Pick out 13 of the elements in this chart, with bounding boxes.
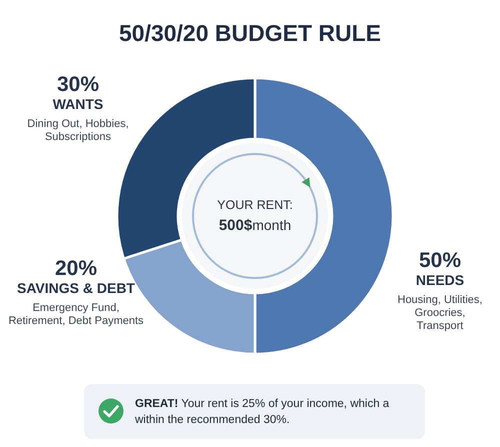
text: Emergency Fund, Retirement, Debt Payments bbox=[8, 302, 144, 327]
slice-label: WANTS bbox=[52, 96, 104, 112]
slice-label: NEEDS bbox=[416, 272, 464, 288]
data-label: 50% bbox=[418, 249, 462, 272]
text: Dining Out, Hobbies, Subscriptions bbox=[27, 118, 129, 143]
text: YOUR RENT: bbox=[217, 198, 293, 212]
text: GREAT! Your rent is 25% of your income, which a within the recommended 30%. bbox=[134, 398, 390, 426]
slice-label: SAVINGS & DEBT bbox=[17, 280, 136, 296]
data-label: 20% bbox=[54, 257, 98, 280]
data-label: 30% bbox=[56, 73, 100, 96]
chart-title: 50/30/20 BUDGET RULE bbox=[118, 20, 382, 46]
text: Housing, Utilities, Groocries, Transport bbox=[398, 294, 482, 332]
text: 500$month bbox=[218, 217, 292, 234]
